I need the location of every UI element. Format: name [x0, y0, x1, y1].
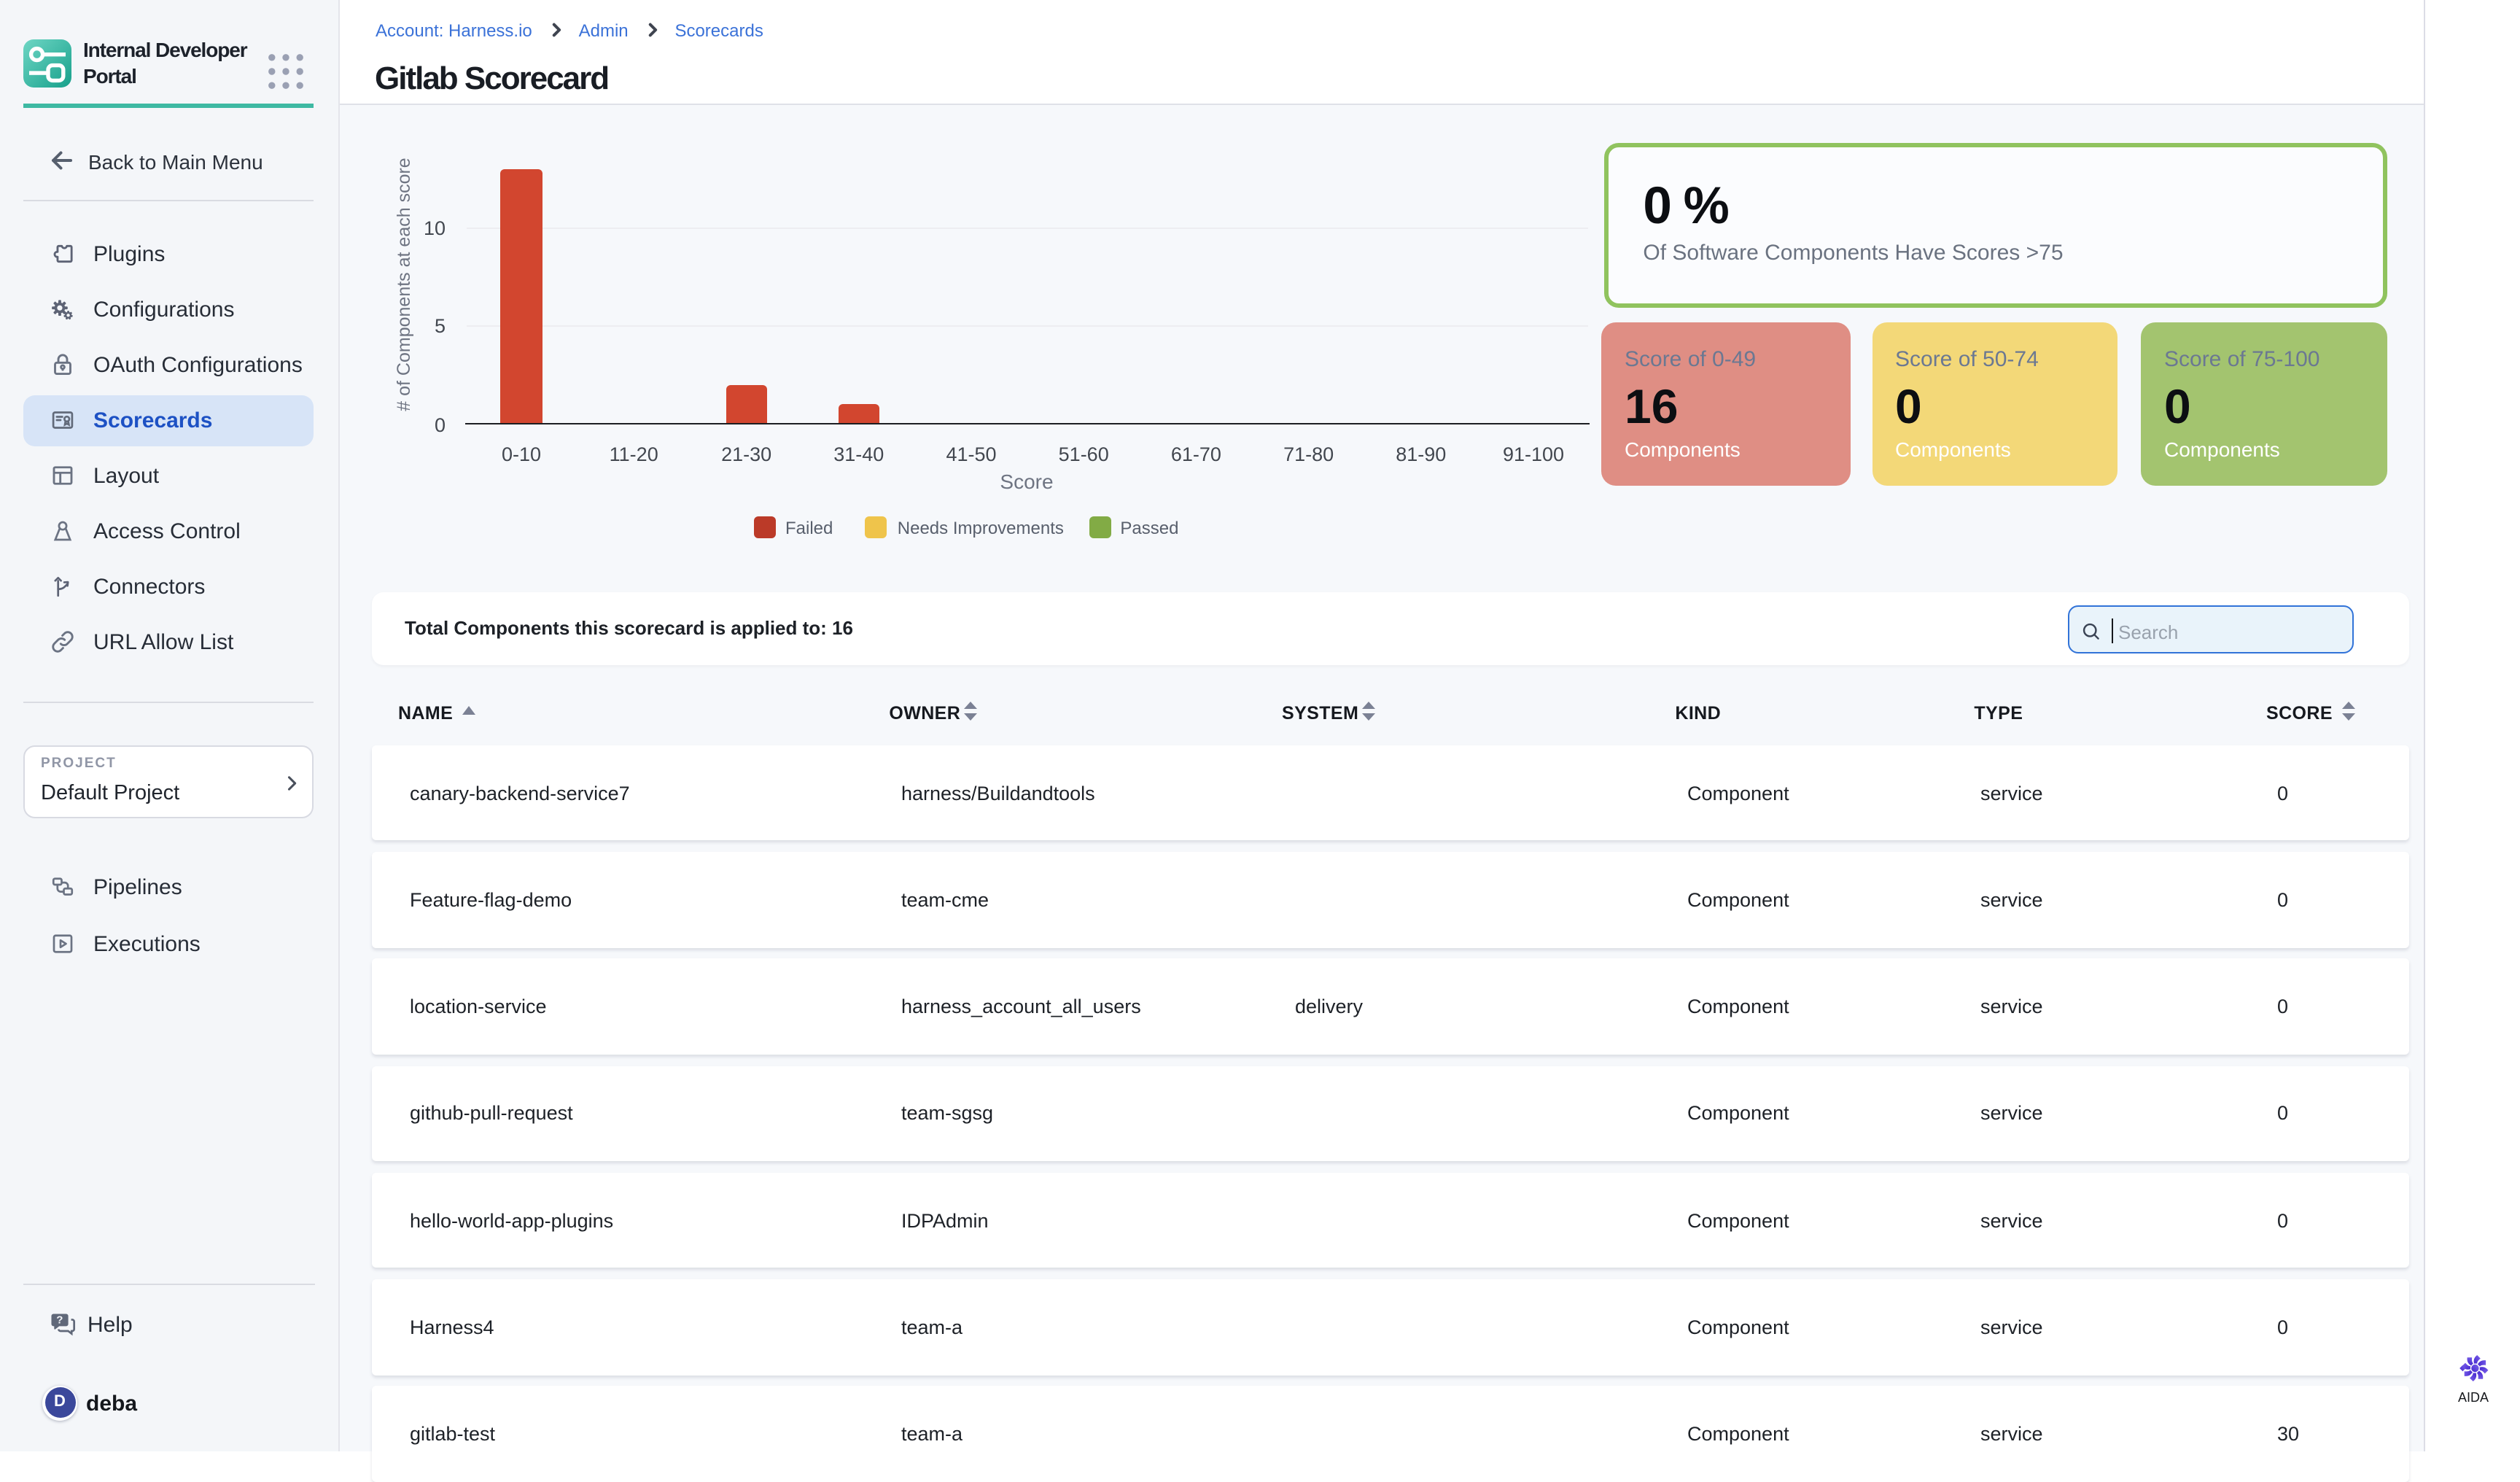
svg-text:?: ? — [56, 1314, 63, 1326]
